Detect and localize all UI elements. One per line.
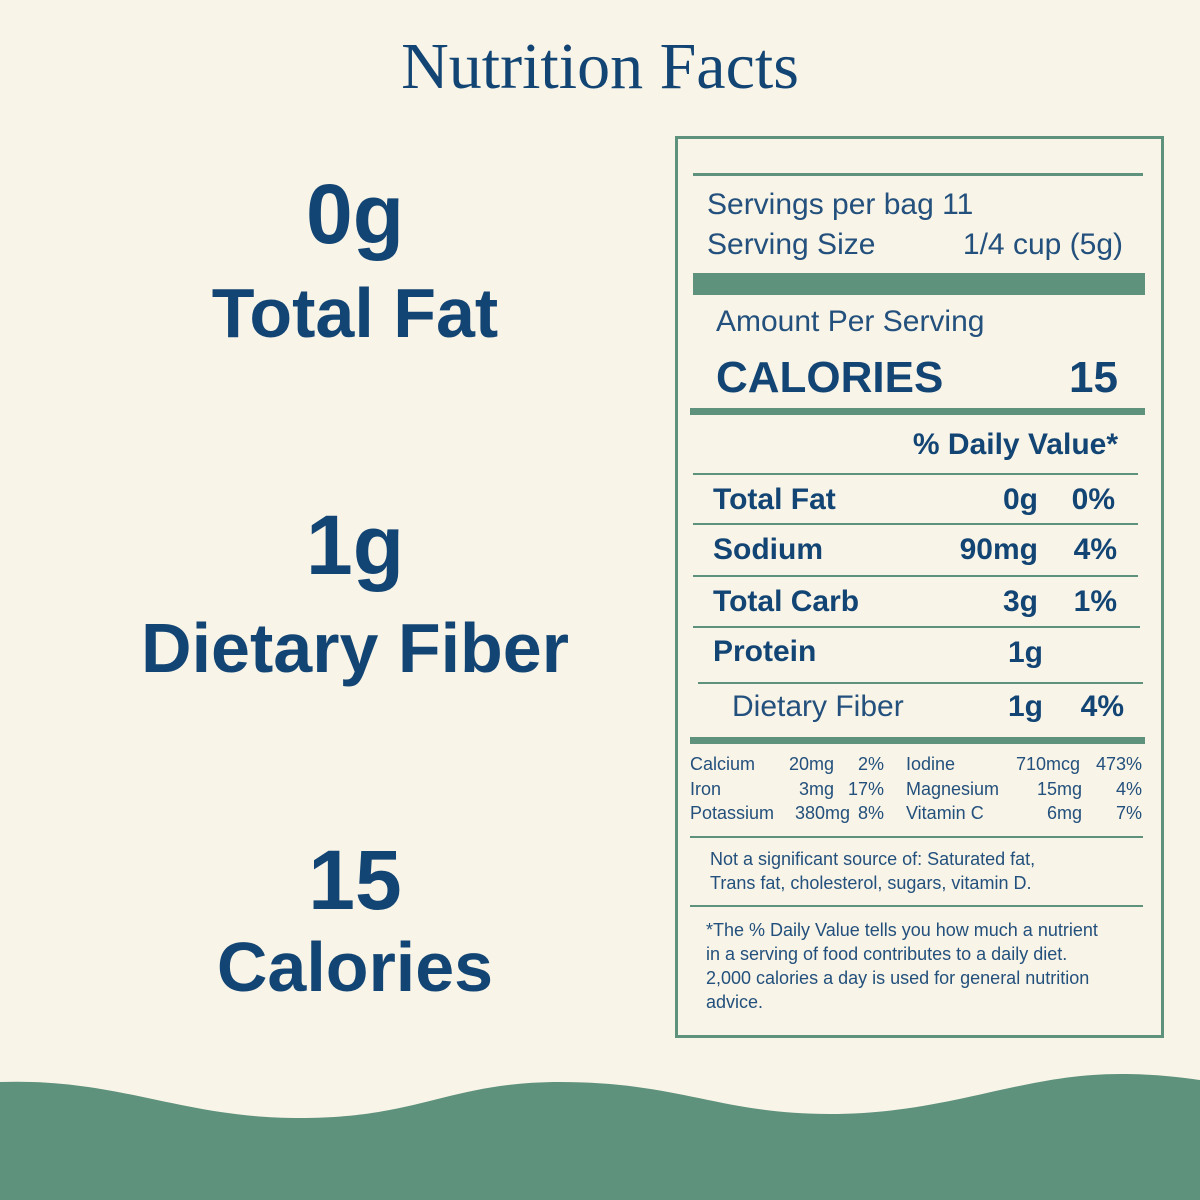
highlight-value: 15: [308, 833, 402, 927]
mineral-dv: 2%: [857, 754, 884, 774]
calories-label: CALORIES: [716, 353, 944, 402]
rule: [693, 173, 1143, 176]
highlight-value: 0g: [305, 167, 405, 261]
nutrient-amount: 3g: [1002, 585, 1038, 618]
nutrient-dv: 1%: [1073, 585, 1117, 618]
bar: [690, 408, 1145, 415]
nutrient-name: Protein: [713, 635, 817, 668]
rule: [698, 682, 1143, 684]
nutrient-amount: 90mg: [959, 533, 1038, 566]
nutrient-amount: 1g: [1007, 636, 1043, 669]
thick-bar: [693, 273, 1145, 295]
mineral-name: Calcium: [690, 754, 756, 774]
mineral-name: Iron: [690, 779, 722, 799]
mineral-dv: 4%: [1115, 779, 1142, 799]
mineral-amount: 710mcg: [1015, 754, 1080, 774]
mineral-name: Magnesium: [906, 779, 1000, 799]
nutrient-dv: 0%: [1071, 483, 1115, 516]
rule: [693, 575, 1138, 577]
wave-shape: [0, 1074, 1200, 1200]
mineral-amount: 380mg: [794, 803, 850, 823]
title: Nutrition Facts: [401, 30, 799, 103]
nutrient-name: Total Fat: [713, 483, 836, 516]
nutrient-amount: 0g: [1002, 483, 1038, 516]
nutrient-name: Total Carb: [713, 585, 860, 618]
nutrient-dv: 4%: [1080, 690, 1124, 723]
highlight-label: Calories: [216, 928, 494, 1006]
mineral-name: Iodine: [906, 754, 956, 774]
rule: [690, 905, 1143, 907]
serving-size-value: 1/4 cup (5g): [962, 228, 1123, 261]
amount-per-serving: Amount Per Serving: [716, 305, 985, 338]
mineral-amount: 15mg: [1036, 779, 1082, 799]
label-box: [675, 136, 1164, 1038]
mineral-amount: 6mg: [1046, 803, 1082, 823]
footnote: *The % Daily Value tells you how much a …: [706, 920, 1098, 1012]
mineral-dv: 8%: [857, 803, 884, 823]
not-significant: Not a significant source of: Saturated f…: [710, 849, 1036, 893]
nutrient-amount: 1g: [1007, 690, 1043, 723]
highlight-label: Dietary Fiber: [141, 609, 569, 687]
calories-value: 15: [1069, 353, 1118, 402]
mineral-dv: 473%: [1095, 754, 1142, 774]
mineral-amount: 20mg: [788, 754, 834, 774]
rule: [690, 836, 1143, 838]
servings: Servings per bag 11: [707, 188, 974, 221]
highlight-label: Total Fat: [211, 274, 499, 352]
bar: [690, 737, 1145, 744]
nutrient-dv: 4%: [1073, 533, 1117, 566]
daily-value-header: % Daily Value*: [912, 428, 1118, 461]
mineral-dv: 17%: [847, 779, 884, 799]
mineral-dv: 7%: [1115, 803, 1142, 823]
serving-size-label: Serving Size: [707, 228, 876, 261]
nutrient-name: Dietary Fiber: [732, 690, 904, 723]
highlight-value: 1g: [305, 498, 405, 592]
rule: [693, 626, 1140, 628]
rule: [693, 523, 1138, 525]
mineral-amount: 3mg: [798, 779, 834, 799]
mineral-name: Potassium: [690, 803, 775, 823]
nutrient-name: Sodium: [713, 533, 823, 566]
mineral-name: Vitamin C: [906, 803, 984, 823]
rule: [693, 473, 1138, 475]
